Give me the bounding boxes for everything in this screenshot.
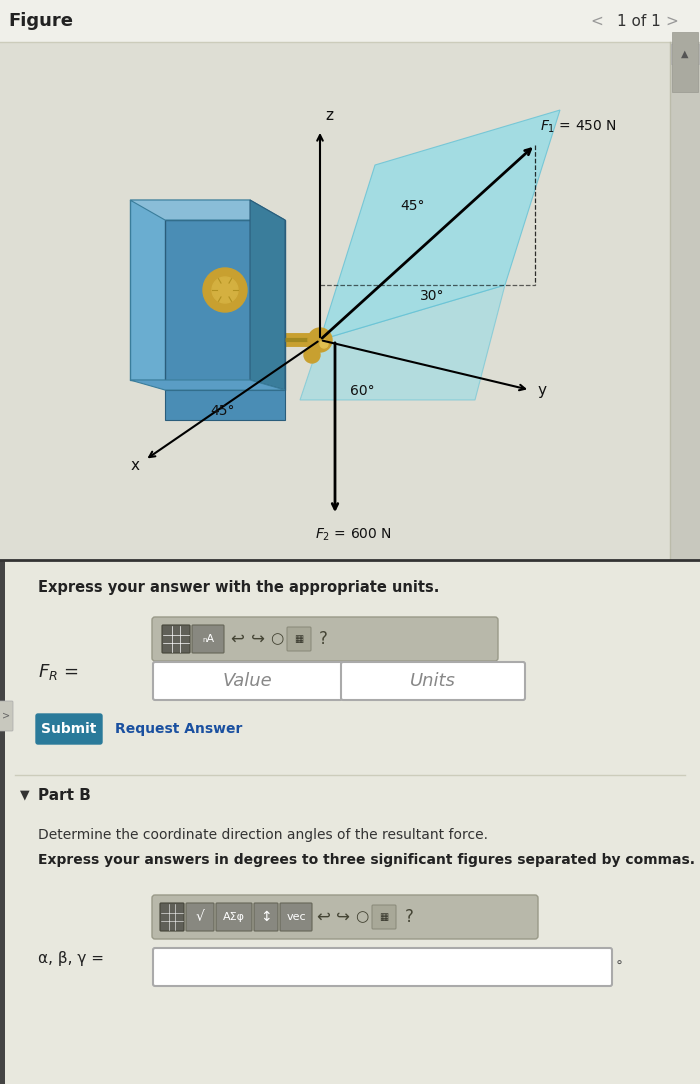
Text: Determine the coordinate direction angles of the resultant force.: Determine the coordinate direction angle…: [38, 828, 488, 842]
Text: 60°: 60°: [350, 384, 374, 398]
Circle shape: [308, 328, 332, 352]
Text: $F_R$ =: $F_R$ =: [38, 662, 78, 682]
FancyBboxPatch shape: [152, 617, 498, 661]
FancyBboxPatch shape: [36, 714, 102, 744]
Text: ΑΣφ: ΑΣφ: [223, 912, 245, 922]
Text: √: √: [195, 909, 204, 924]
Text: Value: Value: [222, 672, 272, 691]
Text: °: °: [616, 960, 623, 975]
Text: ○: ○: [270, 632, 284, 646]
Text: <: <: [590, 13, 603, 28]
Text: α, β, γ =: α, β, γ =: [38, 951, 104, 966]
Circle shape: [320, 340, 328, 348]
FancyBboxPatch shape: [162, 625, 190, 653]
Text: y: y: [538, 383, 547, 398]
Text: vec: vec: [286, 912, 306, 922]
Bar: [672, 33, 698, 92]
Text: x: x: [131, 457, 140, 473]
FancyBboxPatch shape: [341, 662, 525, 700]
Polygon shape: [130, 201, 250, 380]
Polygon shape: [165, 390, 285, 420]
Text: Express your answers in degrees to three significant figures separated by commas: Express your answers in degrees to three…: [38, 853, 695, 867]
Text: 45°: 45°: [210, 404, 235, 418]
Text: ▲: ▲: [681, 49, 689, 59]
Bar: [0, 560, 5, 1084]
FancyBboxPatch shape: [153, 948, 612, 986]
FancyBboxPatch shape: [153, 662, 342, 700]
Bar: [0, 42, 670, 560]
FancyBboxPatch shape: [287, 627, 311, 651]
Polygon shape: [130, 380, 285, 390]
FancyBboxPatch shape: [186, 903, 214, 931]
Text: Express your answer with the appropriate units.: Express your answer with the appropriate…: [38, 580, 440, 595]
Text: ?: ?: [405, 908, 414, 926]
Text: ↩: ↩: [230, 630, 244, 648]
FancyBboxPatch shape: [372, 905, 396, 929]
Polygon shape: [130, 201, 285, 220]
Text: ↪: ↪: [251, 630, 265, 648]
Text: 30°: 30°: [420, 289, 444, 304]
Text: $F_2$ = 600 N: $F_2$ = 600 N: [315, 527, 392, 543]
FancyBboxPatch shape: [0, 701, 13, 731]
Text: >: >: [2, 711, 10, 721]
Text: ₙA: ₙA: [202, 634, 214, 644]
Text: $F_1$ = 450 N: $F_1$ = 450 N: [540, 118, 617, 136]
Text: 45°: 45°: [400, 199, 424, 212]
Bar: [0, 560, 700, 1084]
Circle shape: [304, 347, 320, 363]
Text: ?: ?: [318, 630, 328, 648]
Text: ○: ○: [356, 909, 369, 925]
FancyBboxPatch shape: [152, 895, 538, 939]
Polygon shape: [250, 201, 285, 390]
Text: Units: Units: [410, 672, 456, 691]
Polygon shape: [165, 220, 285, 390]
Text: >: >: [665, 13, 678, 28]
FancyBboxPatch shape: [216, 903, 252, 931]
Text: z: z: [325, 108, 333, 124]
Text: ▦: ▦: [379, 912, 389, 922]
FancyBboxPatch shape: [280, 903, 312, 931]
Text: ↕: ↕: [260, 909, 272, 924]
FancyBboxPatch shape: [160, 903, 184, 931]
Text: ↩: ↩: [316, 908, 330, 926]
Text: Figure: Figure: [8, 12, 73, 30]
FancyBboxPatch shape: [254, 903, 278, 931]
Bar: [670, 42, 700, 560]
FancyBboxPatch shape: [192, 625, 224, 653]
Text: Request Answer: Request Answer: [115, 722, 242, 736]
Circle shape: [203, 268, 247, 312]
Bar: [671, 44, 699, 64]
Text: Submit: Submit: [41, 722, 97, 736]
Text: ▦: ▦: [295, 634, 304, 644]
Polygon shape: [320, 109, 560, 340]
Text: Part B: Part B: [38, 787, 91, 802]
Text: ↪: ↪: [336, 908, 350, 926]
Polygon shape: [300, 285, 505, 400]
Bar: [0, 0, 700, 42]
Text: ▼: ▼: [20, 788, 29, 801]
Circle shape: [212, 278, 238, 304]
Text: 1 of 1: 1 of 1: [617, 13, 661, 28]
